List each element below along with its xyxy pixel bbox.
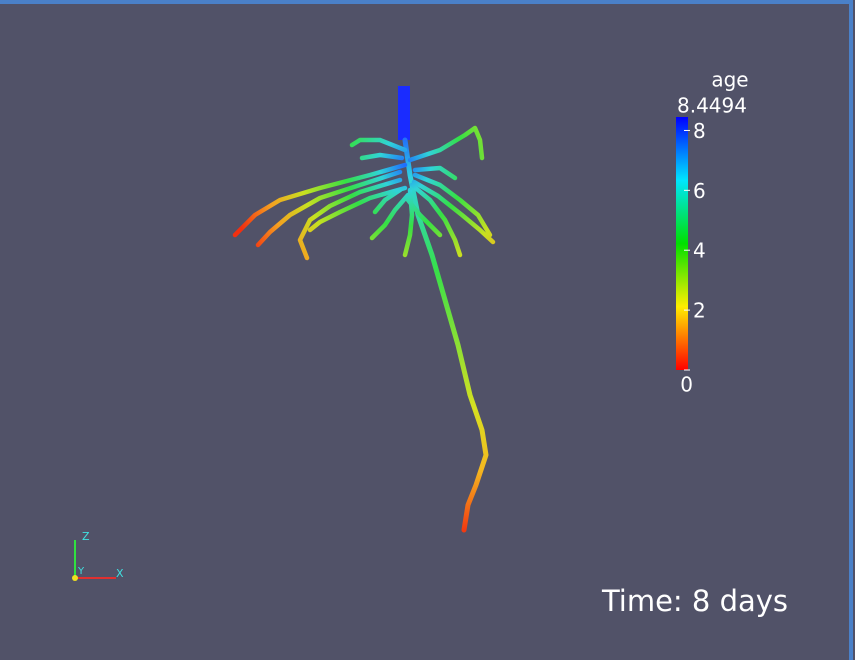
colorbar	[676, 117, 688, 370]
colorbar-max: 8.4494	[677, 94, 747, 118]
laterals	[232, 125, 496, 261]
axes-origin	[72, 575, 78, 581]
colorbar-title: age	[711, 68, 748, 92]
colorbar-tick-label: 2	[693, 299, 706, 323]
colorbar-tick-label: 8	[693, 119, 706, 143]
colorbar-tick-label: 4	[693, 239, 706, 263]
y-label: Y	[77, 566, 85, 577]
z-label: Z	[82, 530, 90, 543]
x-label: X	[116, 567, 124, 580]
orientation-axes: Z Y X	[72, 530, 124, 581]
color-legend: age 8.4494 0 2 4 6 8	[676, 68, 749, 397]
time-label: Time: 8 days	[601, 584, 788, 618]
colorbar-ticks: 0 2 4 6 8	[680, 119, 705, 397]
colorbar-tick-label: 6	[693, 179, 706, 203]
root-system	[232, 86, 496, 533]
colorbar-tick-label: 0	[680, 373, 693, 397]
stem	[398, 86, 410, 140]
